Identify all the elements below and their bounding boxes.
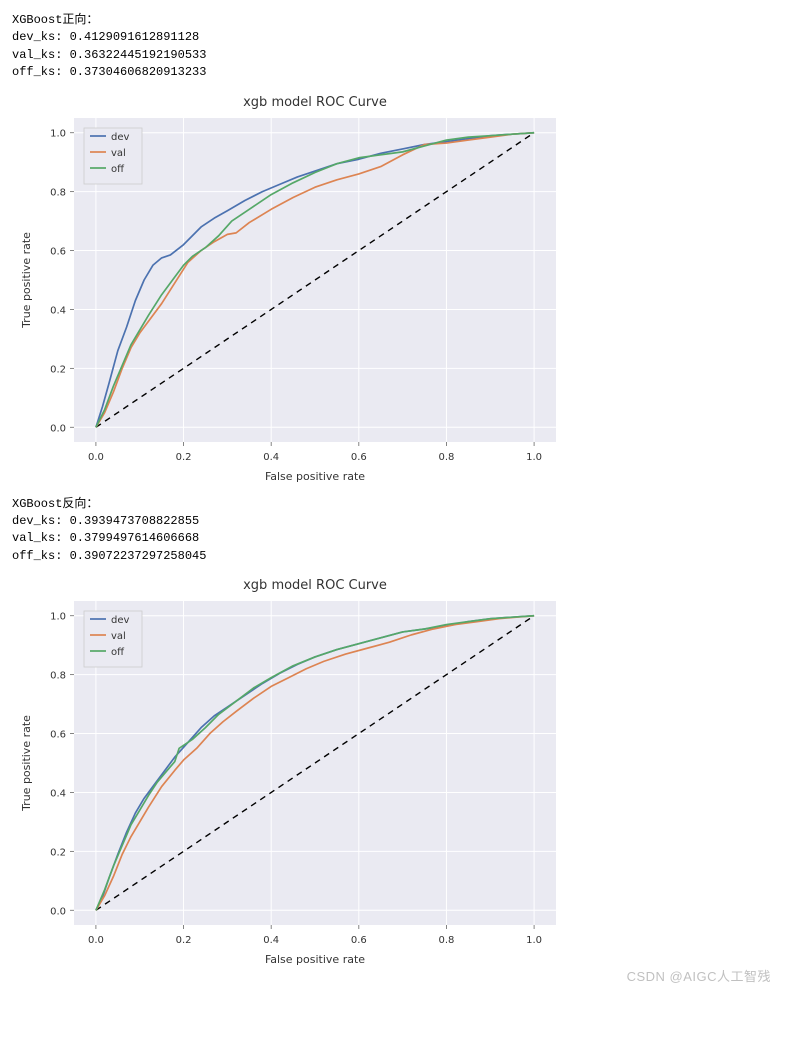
xtick-label: 0.0 — [88, 452, 104, 463]
ylabel: True positive rate — [20, 231, 33, 328]
ytick-label: 0.0 — [50, 423, 66, 434]
watermark: CSDN @AIGC人工智残 — [627, 966, 771, 985]
legend-label: dev — [111, 132, 130, 143]
ks-output-1: XGBoost正向： dev_ks: 0.4129091612891128 va… — [12, 12, 777, 82]
xtick-label: 0.6 — [351, 935, 367, 946]
xlabel: False positive rate — [265, 470, 365, 483]
roc-chart-2: 0.0 0.2 0.4 0.6 0.8 1.0 0.0 0.2 0.4 0.6 0.8 1.0 Fals… — [12, 571, 777, 971]
legend-label: dev — [111, 615, 130, 626]
ks-output-2: XGBoost反向： dev_ks: 0.3939473708822855 va… — [12, 496, 777, 566]
legend-label: off — [111, 164, 125, 175]
ytick-label: 0.8 — [50, 671, 66, 682]
xtick-label: 1.0 — [526, 452, 542, 463]
legend-label: val — [111, 631, 126, 642]
chart-svg: 0.0 0.2 0.4 0.6 0.8 1.0 0.0 0.2 0.4 0.6 0.8 1.0 Fals… — [12, 88, 572, 488]
ytick-label: 0.4 — [50, 789, 66, 800]
ytick-label: 1.0 — [50, 128, 66, 139]
xtick-label: 0.2 — [176, 452, 192, 463]
roc-chart-1: 0.0 0.2 0.4 0.6 0.8 1.0 0.0 0.2 0.4 0.6 0.8 1.0 Fals… — [12, 88, 777, 488]
ytick-label: 0.2 — [50, 364, 66, 375]
xtick-label: 0.8 — [439, 935, 455, 946]
chart-title: xgb model ROC Curve — [243, 578, 387, 593]
chart-title: xgb model ROC Curve — [243, 95, 387, 110]
xtick-label: 0.2 — [176, 935, 192, 946]
xtick-label: 0.0 — [88, 935, 104, 946]
xtick-label: 1.0 — [526, 935, 542, 946]
legend-label: off — [111, 647, 125, 658]
ylabel: True positive rate — [20, 715, 33, 812]
ytick-label: 0.8 — [50, 187, 66, 198]
chart-svg: 0.0 0.2 0.4 0.6 0.8 1.0 0.0 0.2 0.4 0.6 0.8 1.0 Fals… — [12, 571, 572, 971]
legend-label: val — [111, 148, 126, 159]
ytick-label: 0.4 — [50, 305, 66, 316]
xtick-label: 0.6 — [351, 452, 367, 463]
xtick-label: 0.4 — [263, 452, 279, 463]
xtick-label: 0.4 — [263, 935, 279, 946]
ytick-label: 0.6 — [50, 730, 66, 741]
xtick-label: 0.8 — [439, 452, 455, 463]
ytick-label: 0.0 — [50, 906, 66, 917]
xlabel: False positive rate — [265, 953, 365, 966]
ytick-label: 0.2 — [50, 847, 66, 858]
ytick-label: 1.0 — [50, 612, 66, 623]
ytick-label: 0.6 — [50, 246, 66, 257]
